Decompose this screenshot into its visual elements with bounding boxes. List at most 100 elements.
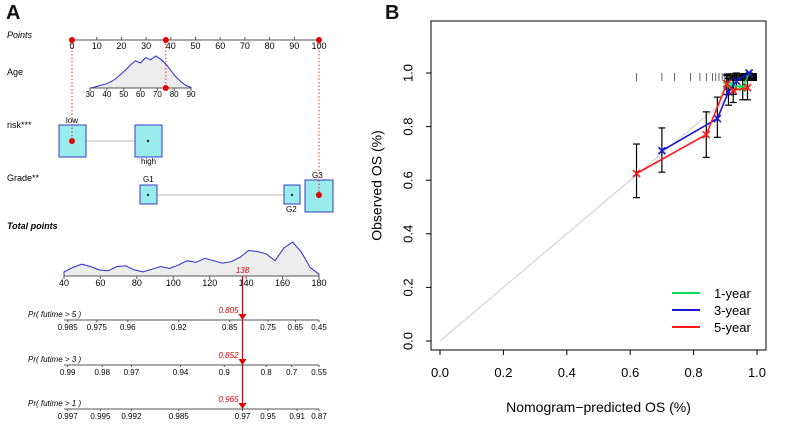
prediction-tick-label: 0.98 [94,368,110,377]
series-point-3-year [732,76,741,86]
x-tick-label: 0.8 [685,365,703,380]
total-points-tick-label: 140 [239,278,254,288]
y-tick-label: 1.0 [400,64,415,82]
total-points-tick-label: 60 [95,278,105,288]
total-points-density-curve [63,241,320,277]
series-point-3-year [713,114,722,123]
series-point-5-year [729,86,738,95]
points-axis-tick-label: 70 [240,41,250,51]
prediction-tick-label: 0.997 [58,412,79,421]
grade-g2-center [290,193,294,197]
age-selected-marker [162,85,169,91]
total-points-tick-label: 100 [166,278,181,288]
series-point-5-year [702,130,711,139]
prediction-tick-label: 0.91 [289,412,305,421]
legend-label: 1-year [714,286,752,301]
prediction-value: 0.965 [218,395,239,404]
x-tick-label: 0.4 [558,365,576,380]
points-axis-tick-label: 80 [265,41,275,51]
prediction-tick-label: 0.985 [169,412,190,421]
legend-label: 5-year [714,320,752,335]
prediction-tick-label: 0.992 [121,412,142,421]
risk-label: risk*** [7,120,32,130]
points-axis-tick-label: 40 [166,41,176,51]
grade-level-label: G2 [286,205,297,214]
grade-g1-center [146,193,150,197]
x-tick-label: 0.2 [494,365,512,380]
x-tick-label: 0.0 [431,365,449,380]
total-points-tick-label: 160 [275,278,290,288]
age-tick-label: 40 [102,90,111,99]
x-tick-label: 0.6 [621,365,639,380]
points-axis-tick-label: 0 [69,41,74,51]
points-axis-tick-label: 10 [92,41,102,51]
y-tick-label: 0.2 [400,278,415,296]
prediction-tick-label: 0.65 [288,323,304,332]
prediction-tick-label: 0.95 [260,412,276,421]
prediction-tick-label: 0.94 [173,368,189,377]
prediction-tick-label: 0.87 [311,412,327,421]
series-point-5-year [743,83,752,92]
prediction-tick-label: 0.85 [222,323,238,332]
series-point-3-year [724,87,733,96]
points-axis-tick-label: 60 [215,41,225,51]
series-point-5-year [722,79,731,88]
grade-label: Grade** [7,173,40,183]
total-points-tick-label: 120 [202,278,217,288]
points-axis-tick-label: 90 [289,41,299,51]
prediction-arrow [238,359,247,365]
grade-level-label: G1 [143,175,154,184]
prediction-tick-label: 0.9 [219,368,231,377]
prediction-label: Pr( futime > 1 ) [28,399,81,408]
points-axis-tick-label: 20 [116,41,126,51]
prediction-tick-label: 0.97 [124,368,140,377]
age-tick-label: 50 [119,90,128,99]
prediction-value: 0.805 [218,306,239,315]
points-axis-tick-label: 50 [190,41,200,51]
age-density-curve [89,55,192,89]
series-point-5-year [632,169,641,178]
panel-b-label: B [385,2,400,24]
prediction-tick-label: 0.995 [90,412,111,421]
points-axis-label: Points [7,30,33,40]
y-tick-label: 0.8 [400,118,415,136]
age-tick-label: 30 [86,90,95,99]
series-point-3-year [657,146,666,155]
total-points-tick-label: 80 [132,278,142,288]
age-tick-label: 70 [153,90,162,99]
y-tick-label: 0.0 [400,332,415,350]
risk-high-center [146,139,150,143]
prediction-value: 0.852 [218,351,239,360]
grade-level-label: G3 [312,171,323,180]
age-tick-label: 80 [170,90,179,99]
prediction-tick-label: 0.7 [286,368,298,377]
total-points-label: Total points [7,221,58,231]
y-axis-title: Observed OS (%) [369,130,385,240]
prediction-tick-label: 0.97 [235,412,251,421]
risk-selected-marker [69,138,75,144]
nomogram-panel: Points 0 10 20 30 40 50 60 70 80 90 100 Age 30 40 50 60 7… [7,30,334,421]
y-tick-label: 0.6 [400,171,415,189]
y-tick-label: 0.4 [400,225,415,243]
age-tick-label: 60 [136,90,145,99]
prediction-tick-label: 0.75 [260,323,276,332]
x-axis-title: Nomogram−predicted OS (%) [506,399,691,415]
panel-a-label: A [6,2,21,24]
x-tick-label: 1.0 [748,365,766,380]
prediction-label: Pr( futime > 5 ) [28,310,81,319]
prediction-tick-label: 0.45 [311,323,327,332]
plot-frame [430,20,767,351]
prediction-tick-label: 0.55 [311,368,327,377]
reference-diagonal-line [439,72,758,342]
age-label: Age [7,67,23,77]
prediction-arrow [238,314,247,320]
total-points-selected-value: 138 [236,266,250,275]
prediction-arrow [238,403,247,409]
prediction-tick-label: 0.92 [171,323,187,332]
calibration-panel: 0.0 0.0 0.2 0.2 0.4 0.4 0.6 0.6 0.8 0.8 1.0 1.0 Nomo… [369,20,767,415]
age-tick-label: 90 [187,90,196,99]
prediction-tick-label: 0.8 [261,368,273,377]
legend-label: 3-year [714,303,752,318]
prediction-tick-label: 0.985 [58,323,79,332]
